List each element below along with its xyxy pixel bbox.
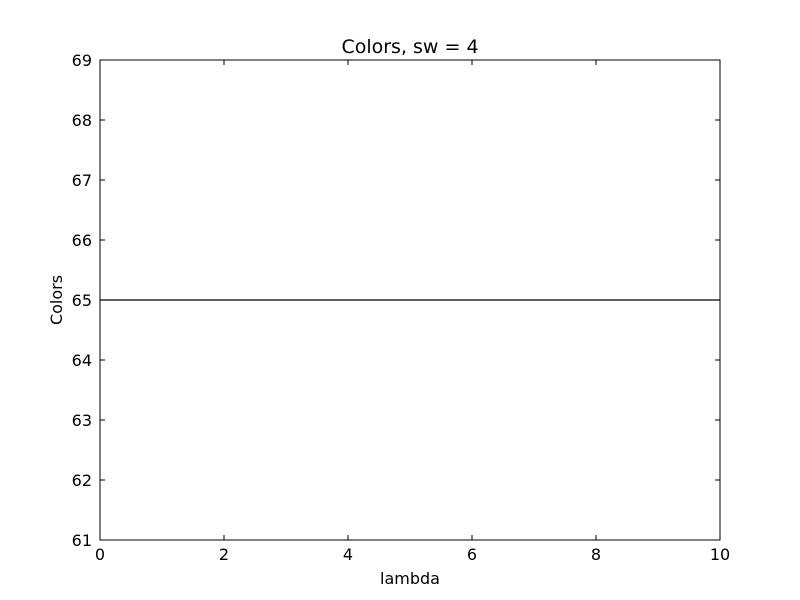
y-tick-label: 64: [72, 351, 92, 370]
plot-frame: [99, 59, 721, 541]
y-tick-label: 61: [72, 531, 92, 550]
y-tick-label: 65: [72, 291, 92, 310]
x-tick-label: 0: [95, 545, 105, 564]
chart-title: Colors, sw = 4: [341, 36, 478, 58]
x-tick-label: 2: [219, 545, 229, 564]
y-tick-label: 67: [72, 171, 92, 190]
x-tick-label: 10: [710, 545, 730, 564]
x-tick-label: 8: [591, 545, 601, 564]
x-axis-label: lambda: [380, 569, 440, 588]
y-tick-label: 62: [72, 471, 92, 490]
y-tick-label: 69: [72, 51, 92, 70]
y-tick-label: 66: [72, 231, 92, 250]
y-axis-label: Colors: [47, 275, 66, 325]
x-tick-label: 6: [467, 545, 477, 564]
y-tick-label: 68: [72, 111, 92, 130]
y-tick-label: 63: [72, 411, 92, 430]
x-tick-label: 4: [343, 545, 353, 564]
